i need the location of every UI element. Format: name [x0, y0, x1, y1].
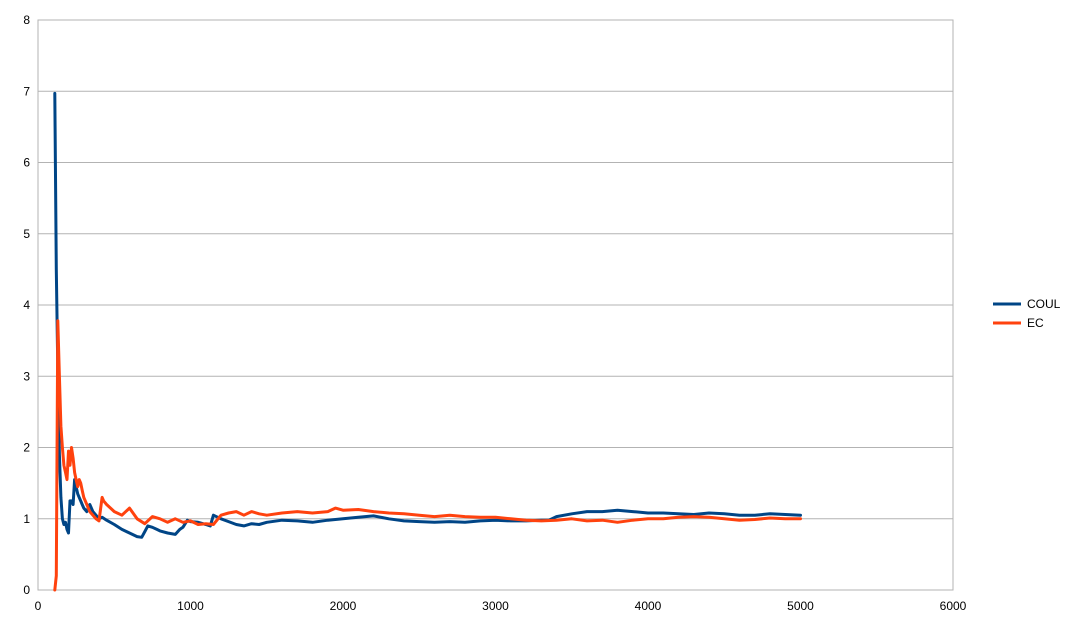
- x-tick-label: 1000: [177, 599, 204, 613]
- series-layer: [53, 91, 802, 592]
- y-tick-label: 5: [23, 227, 30, 241]
- y-tick-label: 0: [23, 583, 30, 597]
- x-tick-label: 3000: [482, 599, 509, 613]
- y-tick-label: 6: [23, 156, 30, 170]
- x-tick-label: 0: [35, 599, 42, 613]
- y-tick-label: 2: [23, 441, 30, 455]
- legend: COUL EC: [993, 297, 1061, 330]
- y-tick-label: 8: [23, 13, 30, 27]
- series-line-ec: [53, 319, 802, 592]
- y-tick-label: 1: [23, 512, 30, 526]
- x-tick-label: 6000: [940, 599, 967, 613]
- y-tick-label: 7: [23, 84, 30, 98]
- legend-label-ec: EC: [1027, 316, 1044, 330]
- x-tick-label: 4000: [635, 599, 662, 613]
- plot-area-frame: [37, 19, 954, 591]
- x-tick-label: 5000: [787, 599, 814, 613]
- x-axis-tick-labels: 0 1000 2000 3000 4000 5000 6000: [35, 599, 967, 613]
- x-tick-label: 2000: [330, 599, 357, 613]
- y-tick-label: 4: [23, 298, 30, 312]
- y-tick-label: 3: [23, 369, 30, 383]
- legend-label-coul: COUL: [1027, 297, 1061, 311]
- y-axis-tick-labels: 0 1 2 3 4 5 6 7 8: [23, 13, 30, 597]
